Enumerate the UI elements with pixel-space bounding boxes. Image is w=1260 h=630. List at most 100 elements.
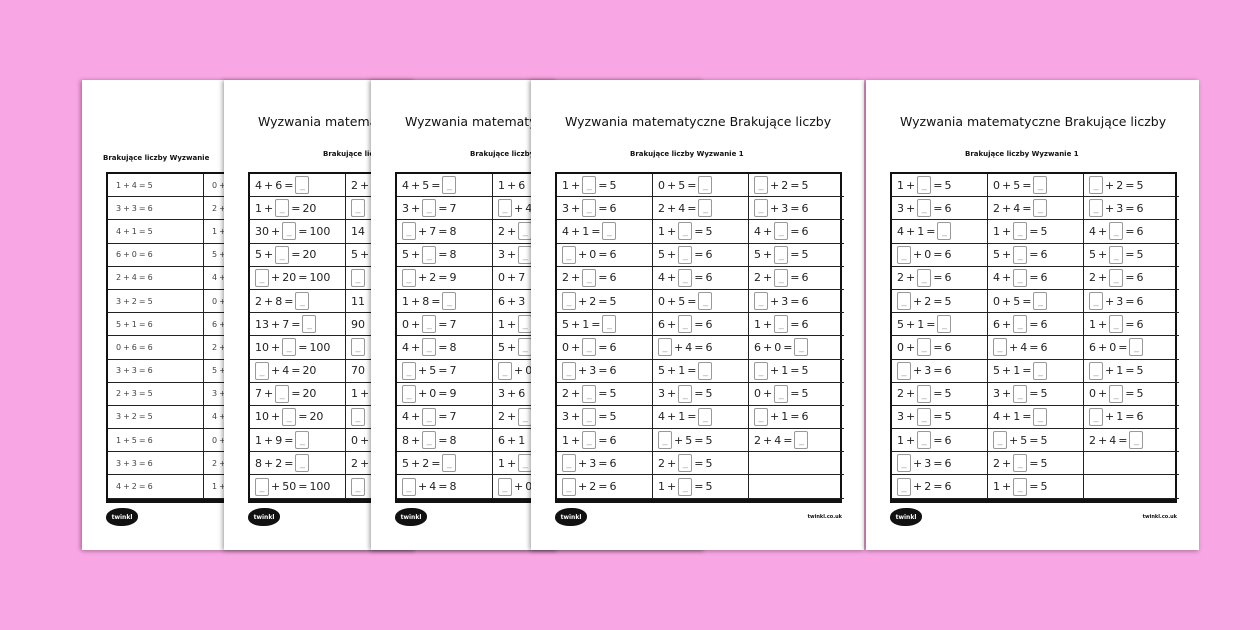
answer-box[interactable]: _ bbox=[351, 268, 365, 287]
answer-box[interactable]: _ bbox=[937, 222, 952, 241]
answer-box[interactable]: _ bbox=[1013, 245, 1028, 264]
answer-box[interactable]: _ bbox=[402, 361, 416, 380]
answer-box[interactable]: _ bbox=[774, 384, 789, 403]
answer-box[interactable]: _ bbox=[422, 431, 437, 450]
answer-box[interactable]: _ bbox=[754, 176, 768, 195]
answer-box[interactable]: _ bbox=[275, 384, 290, 403]
answer-box[interactable]: _ bbox=[302, 315, 317, 334]
answer-box[interactable]: _ bbox=[582, 407, 597, 426]
answer-box[interactable]: _ bbox=[678, 384, 693, 403]
answer-box[interactable]: _ bbox=[282, 338, 297, 357]
answer-box[interactable]: _ bbox=[582, 384, 597, 403]
answer-box[interactable]: _ bbox=[1129, 338, 1144, 357]
answer-box[interactable]: _ bbox=[917, 431, 932, 450]
answer-box[interactable]: _ bbox=[402, 268, 416, 287]
answer-box[interactable]: _ bbox=[1013, 384, 1028, 403]
answer-box[interactable]: _ bbox=[562, 292, 576, 311]
answer-box[interactable]: _ bbox=[351, 407, 365, 426]
answer-box[interactable]: _ bbox=[582, 338, 597, 357]
answer-box[interactable]: _ bbox=[498, 361, 512, 380]
answer-box[interactable]: _ bbox=[1013, 268, 1028, 287]
answer-box[interactable]: _ bbox=[1109, 245, 1124, 264]
answer-box[interactable]: _ bbox=[678, 245, 693, 264]
answer-box[interactable]: _ bbox=[993, 431, 1007, 450]
answer-box[interactable]: _ bbox=[422, 315, 437, 334]
answer-box[interactable]: _ bbox=[498, 199, 512, 218]
answer-box[interactable]: _ bbox=[562, 361, 576, 380]
answer-box[interactable]: _ bbox=[698, 292, 713, 311]
answer-box[interactable]: _ bbox=[351, 199, 365, 218]
answer-box[interactable]: _ bbox=[582, 176, 597, 195]
answer-box[interactable]: _ bbox=[917, 338, 932, 357]
answer-box[interactable]: _ bbox=[442, 454, 457, 473]
answer-box[interactable]: _ bbox=[1013, 222, 1028, 241]
answer-box[interactable]: _ bbox=[295, 431, 310, 450]
answer-box[interactable]: _ bbox=[282, 407, 297, 426]
answer-box[interactable]: _ bbox=[562, 477, 576, 496]
answer-box[interactable]: _ bbox=[442, 176, 457, 195]
answer-box[interactable]: _ bbox=[1109, 384, 1124, 403]
answer-box[interactable]: _ bbox=[1129, 431, 1144, 450]
answer-box[interactable]: _ bbox=[295, 176, 310, 195]
answer-box[interactable]: _ bbox=[897, 361, 911, 380]
answer-box[interactable]: _ bbox=[255, 477, 269, 496]
answer-box[interactable]: _ bbox=[422, 338, 437, 357]
answer-box[interactable]: _ bbox=[1109, 268, 1124, 287]
answer-box[interactable]: _ bbox=[1033, 407, 1048, 426]
answer-box[interactable]: _ bbox=[993, 338, 1007, 357]
answer-box[interactable]: _ bbox=[937, 315, 952, 334]
answer-box[interactable]: _ bbox=[698, 407, 713, 426]
answer-box[interactable]: _ bbox=[295, 292, 310, 311]
answer-box[interactable]: _ bbox=[1013, 315, 1028, 334]
answer-box[interactable]: _ bbox=[582, 268, 597, 287]
answer-box[interactable]: _ bbox=[754, 292, 768, 311]
answer-box[interactable]: _ bbox=[295, 454, 310, 473]
answer-box[interactable]: _ bbox=[602, 222, 617, 241]
answer-box[interactable]: _ bbox=[698, 199, 713, 218]
answer-box[interactable]: _ bbox=[282, 222, 297, 241]
answer-box[interactable]: _ bbox=[794, 338, 809, 357]
answer-box[interactable]: _ bbox=[754, 361, 768, 380]
answer-box[interactable]: _ bbox=[678, 454, 693, 473]
answer-box[interactable]: _ bbox=[1033, 199, 1048, 218]
answer-box[interactable]: _ bbox=[602, 315, 617, 334]
answer-box[interactable]: _ bbox=[754, 199, 768, 218]
answer-box[interactable]: _ bbox=[275, 199, 290, 218]
answer-box[interactable]: _ bbox=[698, 361, 713, 380]
answer-box[interactable]: _ bbox=[658, 431, 672, 450]
answer-box[interactable]: _ bbox=[1033, 176, 1048, 195]
answer-box[interactable]: _ bbox=[582, 431, 597, 450]
answer-box[interactable]: _ bbox=[1089, 361, 1103, 380]
answer-box[interactable]: _ bbox=[402, 384, 416, 403]
answer-box[interactable]: _ bbox=[917, 268, 932, 287]
answer-box[interactable]: _ bbox=[1109, 222, 1124, 241]
answer-box[interactable]: _ bbox=[1033, 361, 1048, 380]
answer-box[interactable]: _ bbox=[1013, 454, 1028, 473]
answer-box[interactable]: _ bbox=[442, 292, 457, 311]
answer-box[interactable]: _ bbox=[774, 245, 789, 264]
answer-box[interactable]: _ bbox=[678, 222, 693, 241]
answer-box[interactable]: _ bbox=[275, 245, 290, 264]
answer-box[interactable]: _ bbox=[774, 222, 789, 241]
answer-box[interactable]: _ bbox=[897, 245, 911, 264]
answer-box[interactable]: _ bbox=[422, 407, 437, 426]
answer-box[interactable]: _ bbox=[774, 268, 789, 287]
answer-box[interactable]: _ bbox=[897, 454, 911, 473]
answer-box[interactable]: _ bbox=[562, 245, 576, 264]
answer-box[interactable]: _ bbox=[1089, 199, 1103, 218]
answer-box[interactable]: _ bbox=[498, 477, 512, 496]
answer-box[interactable]: _ bbox=[1089, 292, 1103, 311]
answer-box[interactable]: _ bbox=[351, 477, 365, 496]
answer-box[interactable]: _ bbox=[1089, 176, 1103, 195]
answer-box[interactable]: _ bbox=[678, 477, 693, 496]
answer-box[interactable]: _ bbox=[897, 477, 911, 496]
answer-box[interactable]: _ bbox=[402, 222, 416, 241]
answer-box[interactable]: _ bbox=[582, 199, 597, 218]
answer-box[interactable]: _ bbox=[698, 176, 713, 195]
answer-box[interactable]: _ bbox=[917, 199, 932, 218]
answer-box[interactable]: _ bbox=[255, 268, 269, 287]
answer-box[interactable]: _ bbox=[678, 315, 693, 334]
answer-box[interactable]: _ bbox=[917, 407, 932, 426]
answer-box[interactable]: _ bbox=[422, 245, 437, 264]
answer-box[interactable]: _ bbox=[658, 338, 672, 357]
